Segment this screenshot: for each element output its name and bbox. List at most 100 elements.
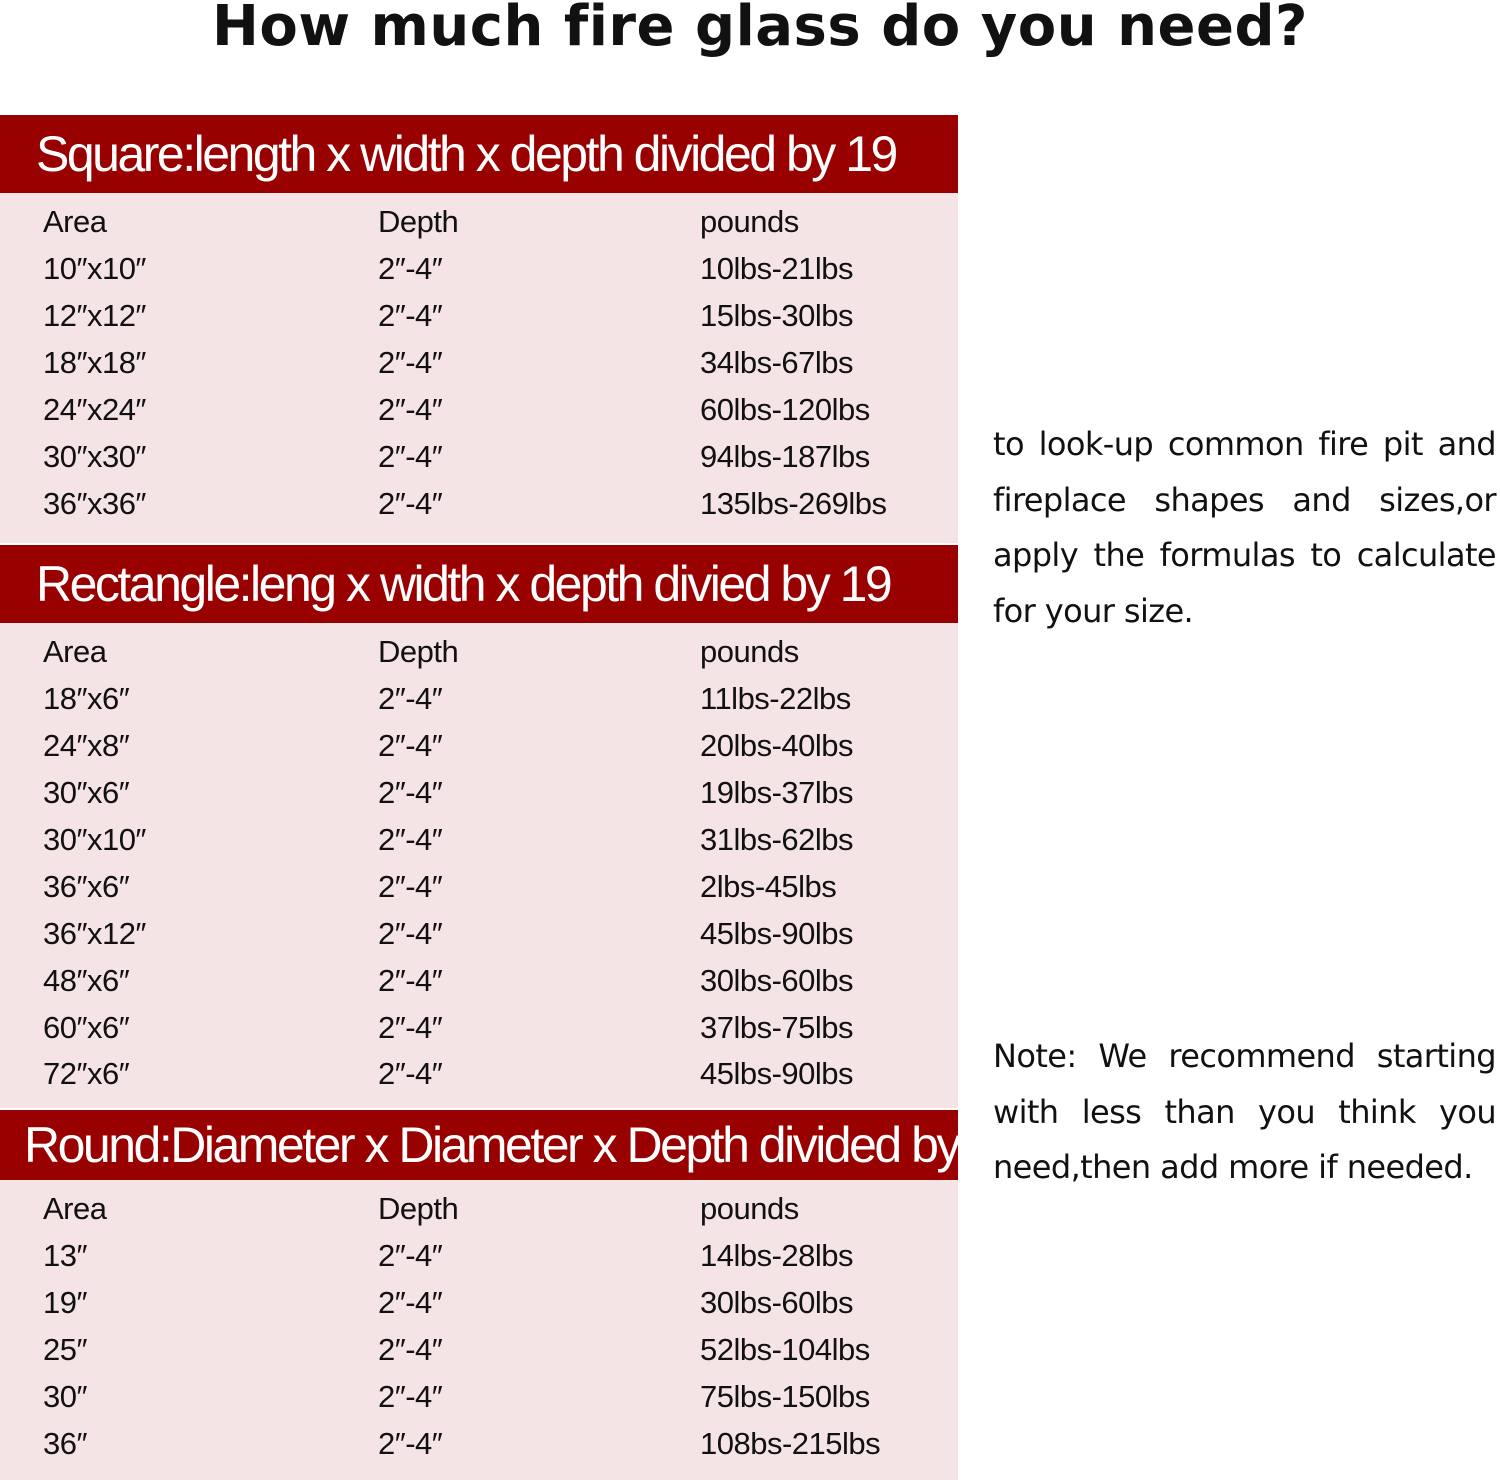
table-row: 36″x36″ 2″-4″ 135lbs-269lbs: [0, 480, 958, 527]
area-cell: 30″: [43, 1379, 87, 1414]
pounds-cell: 75lbs-150lbs: [700, 1379, 870, 1414]
column-header-pounds: pounds: [700, 1191, 799, 1227]
depth-cell: 2″-4″: [378, 392, 443, 427]
pounds-cell: 11lbs-22lbs: [700, 681, 851, 717]
table-row: 36″x12″ 2″-4″ 45lbs-90lbs: [0, 910, 958, 957]
square-table: Area Depth pounds 10″x10″ 2″-4″ 10lbs-21lbs 12…: [0, 193, 958, 527]
table-row: 30″ 2″-4″ 75lbs-150lbs: [0, 1374, 958, 1421]
pounds-cell: 31lbs-62lbs: [700, 822, 854, 857]
page-title: How much fire glass do you need?: [211, 0, 1309, 59]
area-cell: 12″x12″: [43, 298, 146, 334]
area-cell: 36″x6″: [43, 868, 130, 904]
table-row: 48″x6″ 2″-4″ 30lbs-60lbs: [0, 957, 958, 1004]
area-cell: 13″: [43, 1238, 87, 1274]
depth-cell: 2″-4″: [378, 1056, 443, 1092]
section-heading: Round:Diameter x Diameter x Depth divide…: [0, 1110, 1023, 1180]
area-cell: 19″: [43, 1285, 87, 1321]
table-header-row: Area Depth pounds: [0, 199, 958, 246]
table-row: 19″ 2″-4″ 30lbs-60lbs: [0, 1280, 958, 1327]
table-row: 30″x10″ 2″-4″ 31lbs-62lbs: [0, 817, 958, 864]
depth-cell: 2″-4″: [378, 1425, 443, 1461]
lookup-text: to look-up common fire pit and fireplace…: [993, 425, 1497, 630]
area-cell: 72″x6″: [43, 1056, 130, 1092]
table-row: 18″x6″ 2″-4″ 11lbs-22lbs: [0, 676, 958, 723]
pounds-cell: 2lbs-45lbs: [700, 868, 837, 904]
depth-cell: 2″-4″: [378, 775, 443, 811]
area-cell: 60″x6″: [43, 1009, 130, 1045]
area-cell: 18″x6″: [43, 681, 130, 717]
area-cell: 30″x6″: [43, 775, 130, 811]
area-cell: 36″x36″: [43, 485, 146, 521]
pounds-cell: 20lbs-40lbs: [700, 728, 854, 764]
pounds-cell: 60lbs-120lbs: [700, 392, 870, 427]
area-cell: 30″x10″: [43, 822, 146, 857]
table-row: 13″ 2″-4″ 14lbs-28lbs: [0, 1233, 958, 1280]
table-row: 60″x6″ 2″-4″ 37lbs-75lbs: [0, 1004, 958, 1051]
table-header-row: Area Depth pounds: [0, 629, 958, 676]
depth-cell: 2″-4″: [378, 681, 443, 717]
rectangle-section: Rectangle:leng x width x depth divied by…: [0, 545, 958, 1108]
depth-cell: 2″-4″: [378, 1238, 443, 1274]
table-row: 12″x12″ 2″-4″ 15lbs-30lbs: [0, 293, 958, 340]
area-cell: 36″x12″: [43, 915, 146, 951]
section-heading: Square:length x width x depth divided by…: [0, 115, 958, 193]
column-header-area: Area: [43, 634, 107, 670]
table-row: 25″ 2″-4″ 52lbs-104lbs: [0, 1327, 958, 1374]
pounds-cell: 30lbs-60lbs: [700, 962, 854, 998]
pounds-cell: 108bs-215lbs: [700, 1425, 881, 1461]
column-header-depth: Depth: [378, 204, 459, 240]
depth-cell: 2″-4″: [378, 438, 443, 474]
area-cell: 30″x30″: [43, 438, 146, 474]
pounds-cell: 94lbs-187lbs: [700, 438, 870, 474]
table-row: 30″x6″ 2″-4″ 19lbs-37lbs: [0, 770, 958, 817]
square-section: Square:length x width x depth divided by…: [0, 115, 958, 543]
depth-cell: 2″-4″: [378, 962, 443, 998]
depth-cell: 2″-4″: [378, 1379, 443, 1414]
column-header-pounds: pounds: [700, 634, 799, 670]
table-row: 24″x8″ 2″-4″ 20lbs-40lbs: [0, 723, 958, 770]
pounds-cell: 135lbs-269lbs: [700, 485, 887, 521]
table-row: 18″x18″ 2″-4″ 34lbs-67lbs: [0, 340, 958, 387]
depth-cell: 2″-4″: [378, 1009, 443, 1045]
pounds-cell: 14lbs-28lbs: [700, 1238, 854, 1274]
area-cell: 18″x18″: [43, 345, 146, 381]
column-header-area: Area: [43, 204, 107, 240]
table-row: 36″ 2″-4″ 108bs-215lbs: [0, 1420, 958, 1467]
area-cell: 36″: [43, 1425, 87, 1461]
depth-cell: 2″-4″: [378, 485, 443, 521]
pounds-cell: 37lbs-75lbs: [700, 1009, 854, 1045]
column-header-pounds: pounds: [700, 204, 799, 240]
depth-cell: 2″-4″: [378, 251, 443, 287]
depth-cell: 2″-4″: [378, 868, 443, 904]
area-cell: 24″x24″: [43, 392, 146, 427]
area-cell: 10″x10″: [43, 251, 146, 287]
note-text: Note: We recommend starting with less th…: [993, 1037, 1497, 1186]
depth-cell: 2″-4″: [378, 1285, 443, 1321]
round-table: Area Depth pounds 13″ 2″-4″ 14lbs-28lbs 19″ 2″-…: [0, 1180, 958, 1467]
column-header-area: Area: [43, 1191, 107, 1227]
rectangle-table: Area Depth pounds 18″x6″ 2″-4″ 11lbs-22lbs 24″…: [0, 623, 958, 1098]
table-row: 10″x10″ 2″-4″ 10lbs-21lbs: [0, 246, 958, 293]
table-row: 72″x6″ 2″-4″ 45lbs-90lbs: [0, 1051, 958, 1098]
pounds-cell: 10lbs-21lbs: [700, 251, 854, 287]
pounds-cell: 30lbs-60lbs: [700, 1285, 854, 1321]
depth-cell: 2″-4″: [378, 345, 443, 381]
round-section: Round:Diameter x Diameter x Depth divide…: [0, 1110, 1023, 1480]
pounds-cell: 45lbs-90lbs: [700, 1056, 854, 1092]
depth-cell: 2″-4″: [378, 822, 443, 857]
table-header-row: Area Depth pounds: [0, 1186, 958, 1233]
pounds-cell: 34lbs-67lbs: [700, 345, 854, 381]
area-cell: 25″: [43, 1332, 87, 1368]
depth-cell: 2″-4″: [378, 915, 443, 951]
area-cell: 48″x6″: [43, 962, 130, 998]
section-heading: Rectangle:leng x width x depth divied by…: [0, 545, 958, 623]
depth-cell: 2″-4″: [378, 728, 443, 764]
pounds-cell: 45lbs-90lbs: [700, 915, 854, 951]
table-row: 24″x24″ 2″-4″ 60lbs-120lbs: [0, 387, 958, 434]
pounds-cell: 52lbs-104lbs: [700, 1332, 870, 1368]
pounds-cell: 19lbs-37lbs: [700, 775, 854, 811]
table-row: 30″x30″ 2″-4″ 94lbs-187lbs: [0, 433, 958, 480]
column-header-depth: Depth: [378, 634, 459, 670]
depth-cell: 2″-4″: [378, 298, 443, 334]
table-row: 36″x6″ 2″-4″ 2lbs-45lbs: [0, 863, 958, 910]
